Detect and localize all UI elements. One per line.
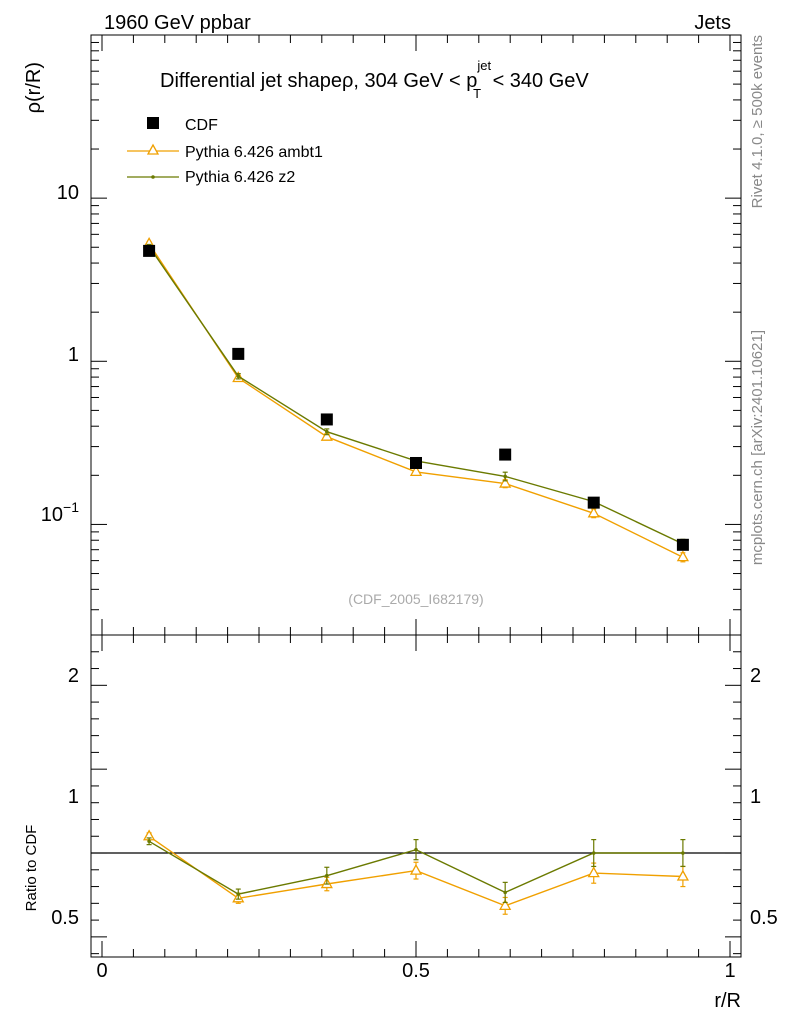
[object Object]-cdf-point <box>499 448 512 461</box>
[object Object]-pythia-6-426-ambt1-point <box>499 899 512 910</box>
legend-label-z2: Pythia 6.426 z2 <box>185 169 295 186</box>
y-tick-label-0.1: 10−1 <box>41 499 79 526</box>
main-y-axis-label: ρ(r/R) <box>23 62 45 113</box>
ratio-y-tick-label-2-left: 2 <box>68 665 79 687</box>
ratio-axis-ticks <box>91 635 741 957</box>
legend-marker-cdf <box>147 117 159 129</box>
[object Object]-pythia-6-426-ambt1-point <box>409 465 423 477</box>
[object Object]-pythia-6-426-z2-point <box>503 890 507 895</box>
[object Object]-pythia-6-426-ambt1-line <box>148 243 684 558</box>
ratio-y-tick-labels: 0.5 1 2 0.5 1 2 <box>51 665 778 929</box>
ratio-y-axis-label: Ratio to CDF <box>23 825 40 912</box>
ratio-y-tick-label-1-left: 1 <box>68 786 79 808</box>
[object Object]-pythia-6-426-ambt1-point <box>587 866 600 878</box>
ratio-y-tick-label-0.5-left: 0.5 <box>51 907 79 929</box>
[object Object]-cdf-point <box>143 244 156 257</box>
[object Object]-pythia-6-426-z2-point <box>236 892 241 896</box>
[object Object]-pythia-6-426-z2-line <box>148 246 684 545</box>
[object Object]-pythia-6-426-z2-point <box>503 474 507 479</box>
legend-marker-ambt1 <box>146 143 160 155</box>
[object Object]-cdf-point <box>676 538 689 551</box>
[object Object]-pythia-6-426-z2-point <box>325 873 329 878</box>
[object Object]-pythia-6-426-z2-point <box>681 851 685 855</box>
ratio-y-tick-label-2-right: 2 <box>750 665 761 687</box>
rivet-label: Rivet 4.1.0, ≥ 500k events <box>749 35 766 208</box>
[object Object]-pythia-6-426-ambt1-point <box>320 429 333 441</box>
y-tick-label-1: 1 <box>68 344 79 366</box>
main-y-tick-labels: 10−1 1 10 <box>41 182 79 526</box>
[object Object]-pythia-6-426-z2-point <box>147 839 151 844</box>
[object Object]-pythia-6-426-ambt1-point <box>676 550 690 562</box>
[object Object]-cdf-point <box>232 347 245 360</box>
ratio-y-tick-label-0.5-right: 0.5 <box>750 907 778 929</box>
analysis-id: (CDF_2005_I682179) <box>348 591 483 607</box>
legend: CDF Pythia 6.426 ambt1 Pythia 6.426 z2 <box>127 117 323 186</box>
[object Object]-pythia-6-426-ambt1-point <box>676 869 690 881</box>
header-left: 1960 GeV ppbar <box>104 12 251 34</box>
[object Object]-pythia-6-426-ambt1-point <box>499 476 512 488</box>
[object Object]-pythia-6-426-z2-point <box>325 429 329 434</box>
[object Object]-pythia-6-426-ambt1-point <box>587 506 600 518</box>
legend-label-ambt1: Pythia 6.426 ambt1 <box>185 144 323 161</box>
x-axis-label: r/R <box>714 990 741 1012</box>
legend-label-cdf: CDF <box>185 117 218 134</box>
mcplots-label: mcplots.cern.ch [arXiv:2401.10621] <box>749 330 766 565</box>
y-tick-label-10: 10 <box>57 182 79 204</box>
ratio-y-tick-label-1-right: 1 <box>750 786 761 808</box>
chart-title: Differential jet shapeρ, 304 GeV < pjet T… <box>160 58 589 101</box>
main-axis-ticks <box>91 35 741 635</box>
x-tick-label-1: 1 <box>724 960 735 982</box>
ratio-plot-frame <box>90 634 742 958</box>
main-data-series <box>142 236 690 563</box>
legend-marker-z2 <box>151 175 155 179</box>
[object Object]-pythia-6-426-z2-point <box>414 847 418 852</box>
[object Object]-cdf-point <box>320 413 333 426</box>
x-tick-label-0.5: 0.5 <box>402 960 430 982</box>
[object Object]-pythia-6-426-z2-point <box>236 374 241 379</box>
x-tick-label-0: 0 <box>96 960 107 982</box>
[object Object]-pythia-6-426-ambt1-point <box>409 863 423 875</box>
header-right: Jets <box>694 12 731 34</box>
[object Object]-cdf-point <box>587 496 600 509</box>
ratio-data-series <box>142 829 690 915</box>
[object Object]-pythia-6-426-z2-point <box>591 851 596 855</box>
x-tick-labels: 0 0.5 1 <box>96 960 735 982</box>
[object Object]-cdf-point <box>410 456 422 469</box>
